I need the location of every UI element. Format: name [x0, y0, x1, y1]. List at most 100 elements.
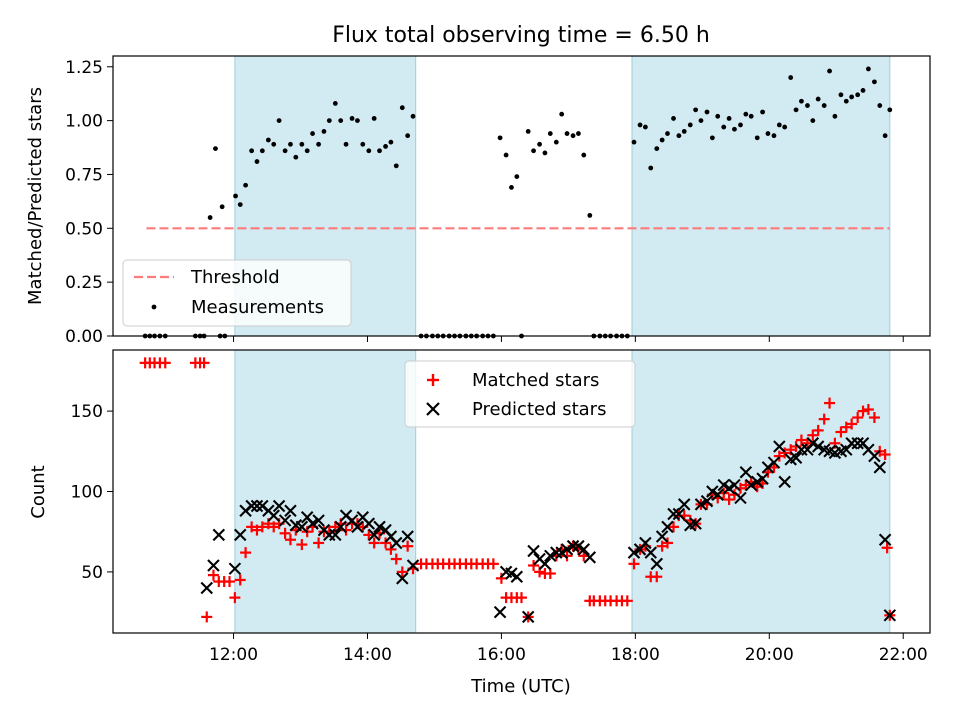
predicted-point: [367, 528, 381, 542]
measurement-point: [338, 118, 344, 124]
predicted-point: [583, 551, 597, 564]
matched-point: [668, 521, 680, 533]
matched-point: [824, 397, 836, 409]
measurement-point: [547, 131, 553, 136]
measurements-legend-label: Measurements: [191, 297, 324, 318]
measurement-point: [698, 118, 704, 124]
measurement-point: [815, 96, 821, 102]
top-yticks: 0.00 0.25 0.50 0.75 1.00 1.25: [65, 58, 113, 347]
measurement-point: [237, 202, 243, 208]
matched-point: [256, 521, 268, 533]
predicted-point: [560, 543, 574, 556]
matched-point: [224, 576, 236, 588]
matched-legend-label: Matched stars: [472, 370, 599, 391]
bottom-legend-box: [404, 360, 636, 428]
predicted-point: [744, 478, 758, 492]
measurement-point: [271, 141, 277, 147]
top-panel: 0.00 0.25 0.50 0.75 1.00 1.25 Matched/Predict…: [25, 55, 931, 347]
measurement-point: [887, 107, 893, 113]
matched-point: [234, 574, 246, 586]
predicted-point: [493, 605, 507, 619]
measurement-point: [259, 148, 265, 154]
predicted-point: [550, 546, 563, 559]
measurement-point: [782, 124, 788, 130]
predicted-point: [267, 509, 280, 522]
bottom-predicted-points: [200, 437, 897, 624]
matched-point: [201, 611, 213, 623]
measurement-point: [872, 79, 877, 85]
measurement-point: [765, 131, 771, 136]
predicted-point: [538, 557, 552, 571]
matched-point: [807, 429, 819, 441]
predicted-point: [401, 530, 414, 543]
y-tick-label: 0.50: [65, 219, 103, 239]
predicted-point: [390, 536, 403, 550]
measurement-point: [509, 184, 514, 190]
matched-point: [340, 524, 352, 536]
x-tick-label: 18:00: [611, 645, 660, 665]
x-tick-label: 14:00: [343, 645, 392, 665]
y-tick-label: 1.00: [65, 112, 103, 132]
matched-point: [380, 537, 392, 549]
measurement-point: [570, 133, 576, 139]
predicted-point: [851, 437, 864, 450]
predicted-point: [734, 491, 747, 505]
measurement-point: [371, 116, 377, 121]
predicted-point: [245, 499, 258, 513]
measurement-point: [827, 68, 832, 74]
predicted-point: [200, 581, 213, 595]
matched-point: [229, 592, 241, 604]
matched-point: [723, 494, 735, 506]
measurement-point: [288, 141, 293, 147]
measurement-point: [525, 128, 531, 134]
predicted-point: [233, 528, 247, 542]
predicted-point: [406, 559, 420, 572]
measurement-point: [637, 122, 643, 128]
matched-point: [390, 553, 402, 565]
measurement-point: [799, 98, 804, 104]
predicted-point: [396, 572, 409, 585]
measurement-point: [321, 128, 327, 134]
measurement-point: [332, 100, 338, 106]
predicted-point: [689, 517, 702, 530]
measurement-point: [687, 122, 693, 128]
measurement-point: [559, 111, 565, 117]
matched-point: [368, 537, 380, 549]
predicted-point: [756, 472, 769, 485]
threshold-legend-label: Threshold: [190, 267, 280, 288]
predicted-point: [295, 520, 309, 534]
measurement-point: [715, 113, 721, 119]
bottom-matched-points: [139, 357, 896, 623]
top-xticks: [233, 336, 904, 342]
measurement-point: [843, 98, 849, 104]
measurement-point: [855, 92, 861, 98]
matched-point: [779, 447, 791, 459]
top-legend-box: [122, 259, 352, 327]
measurement-point: [810, 118, 816, 124]
predicted-point: [677, 498, 691, 511]
predicted-point: [351, 520, 364, 534]
matched-point: [396, 566, 408, 578]
x-tick-label: 16:00: [477, 645, 526, 665]
predicted-point: [868, 449, 881, 463]
matched-point: [835, 426, 847, 438]
matched-point: [621, 595, 633, 607]
measurement-point: [514, 174, 520, 180]
matched-point: [284, 534, 296, 546]
predicted-point: [527, 544, 540, 558]
predicted-point: [373, 520, 386, 534]
matched-point: [862, 403, 874, 415]
predicted-point: [773, 440, 786, 453]
predicted-point: [778, 475, 791, 489]
matched-point: [279, 527, 291, 539]
predicted-point: [312, 514, 325, 527]
predicted-point: [278, 514, 292, 527]
measurement-point: [860, 88, 866, 93]
predicted-point: [878, 533, 892, 546]
matched-point: [487, 558, 499, 570]
measurement-point: [405, 133, 411, 139]
measurement-point: [254, 159, 260, 164]
measurement-point: [581, 152, 587, 158]
matched-point: [812, 424, 824, 436]
